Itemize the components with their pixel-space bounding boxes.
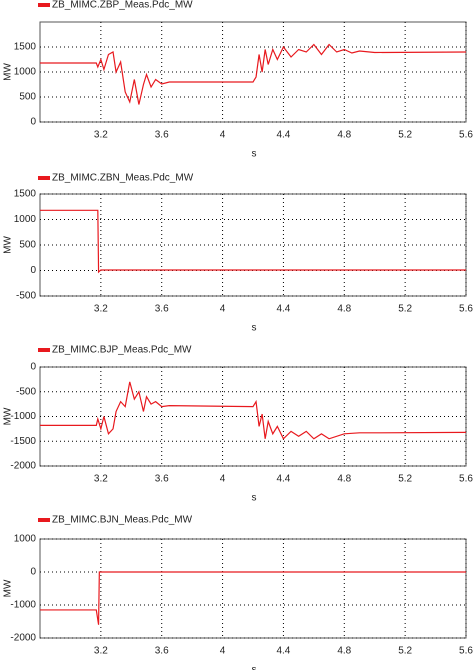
x-tick-label: 4 bbox=[220, 474, 226, 485]
y-tick-label: 0 bbox=[30, 117, 36, 128]
x-tick-label: 3.2 bbox=[94, 130, 108, 141]
legend-label: ZB_MIMC.ZBN_Meas.Pdc_MW bbox=[52, 173, 194, 184]
y-tick-label: -500 bbox=[16, 291, 36, 302]
x-tick-label: 4 bbox=[220, 304, 226, 315]
legend-label: ZB_MIMC.BJP_Meas.Pdc_MW bbox=[52, 345, 192, 356]
x-tick-label: 5.6 bbox=[459, 304, 473, 315]
y-tick-label: 1500 bbox=[14, 42, 37, 53]
x-tick-label: 4.8 bbox=[337, 130, 351, 141]
y-tick-label: 1500 bbox=[14, 189, 37, 200]
x-axis-label: s bbox=[252, 665, 257, 670]
y-axis-label: MW bbox=[3, 63, 14, 81]
line-series bbox=[40, 381, 467, 440]
x-tick-label: 4.4 bbox=[276, 646, 290, 657]
y-axis-label: MW bbox=[3, 407, 14, 425]
y-axis-label: MW bbox=[3, 236, 14, 254]
x-tick-label: 5.2 bbox=[398, 304, 412, 315]
legend-label: ZB_MIMC.ZBP_Meas.Pdc_MW bbox=[52, 0, 193, 11]
x-axis-label: s bbox=[252, 323, 257, 334]
x-tick-label: 3.2 bbox=[94, 646, 108, 657]
legend-swatch bbox=[38, 518, 50, 522]
y-tick-label: 1000 bbox=[14, 534, 37, 545]
line-series bbox=[40, 571, 466, 625]
y-tick-label: 500 bbox=[19, 240, 36, 251]
y-axis-label: MW bbox=[3, 579, 14, 597]
y-tick-label: -2000 bbox=[10, 633, 36, 644]
x-tick-label: 4.4 bbox=[276, 474, 290, 485]
x-tick-label: 4 bbox=[220, 130, 226, 141]
y-tick-label: 1000 bbox=[14, 67, 37, 78]
y-tick-label: 0 bbox=[30, 362, 36, 373]
x-tick-label: 3.6 bbox=[155, 130, 169, 141]
legend-swatch bbox=[38, 3, 50, 7]
x-tick-label: 4.8 bbox=[337, 646, 351, 657]
y-tick-label: -1000 bbox=[10, 600, 36, 611]
x-tick-label: 5.2 bbox=[398, 474, 412, 485]
x-axis-label: s bbox=[252, 493, 257, 504]
x-tick-label: 3.6 bbox=[155, 474, 169, 485]
plot-frame bbox=[39, 538, 467, 639]
y-tick-label: 0 bbox=[30, 265, 36, 276]
x-tick-label: 5.6 bbox=[459, 646, 473, 657]
legend-swatch bbox=[38, 176, 50, 180]
x-tick-label: 4.4 bbox=[276, 304, 290, 315]
x-tick-label: 5.2 bbox=[398, 646, 412, 657]
x-tick-label: 3.6 bbox=[155, 304, 169, 315]
x-tick-label: 4.8 bbox=[337, 304, 351, 315]
y-tick-label: -1000 bbox=[10, 411, 36, 422]
y-tick-label: -1500 bbox=[10, 436, 36, 447]
y-tick-label: 500 bbox=[19, 92, 36, 103]
y-tick-label: -2000 bbox=[10, 461, 36, 472]
y-tick-label: -500 bbox=[16, 386, 36, 397]
x-tick-label: 3.6 bbox=[155, 646, 169, 657]
x-tick-label: 5.2 bbox=[398, 130, 412, 141]
x-tick-label: 5.6 bbox=[459, 474, 473, 485]
x-tick-label: 4 bbox=[220, 646, 226, 657]
line-series bbox=[40, 43, 467, 105]
legend-label: ZB_MIMC.BJN_Meas.Pdc_MW bbox=[52, 515, 193, 526]
x-axis-label: s bbox=[252, 149, 257, 160]
line-series bbox=[40, 209, 466, 274]
y-tick-label: 0 bbox=[30, 567, 36, 578]
x-tick-label: 4.4 bbox=[276, 130, 290, 141]
x-tick-label: 3.2 bbox=[94, 304, 108, 315]
y-tick-label: 1000 bbox=[14, 214, 37, 225]
legend-swatch bbox=[38, 348, 50, 352]
x-tick-label: 5.6 bbox=[459, 130, 473, 141]
x-tick-label: 4.8 bbox=[337, 474, 351, 485]
x-tick-label: 3.2 bbox=[94, 474, 108, 485]
